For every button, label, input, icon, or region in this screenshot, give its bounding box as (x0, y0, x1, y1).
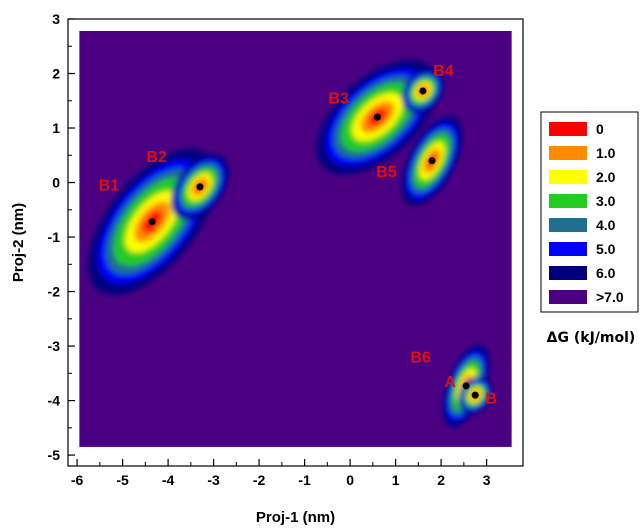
y-tick-label: 3 (52, 11, 60, 27)
x-tick-label: -3 (207, 472, 220, 488)
x-tick-label: -6 (71, 472, 84, 488)
annotation-layer: B1 B2 B3 B4 B5 B6 A B (99, 63, 497, 407)
minimum-marker-6 (471, 391, 479, 399)
basin-label: B6 (410, 349, 431, 366)
axis-frame (67, 18, 524, 467)
legend-label: 2.0 (596, 169, 616, 185)
y-axis-title: Proj-2 (nm) (10, 203, 27, 282)
basin-label: B4 (433, 63, 454, 80)
legend-label: 4.0 (596, 217, 616, 233)
basin-label: A (444, 374, 456, 391)
legend-title: ΔG (kJ/mol) (547, 330, 636, 346)
legend-label: 6.0 (596, 265, 616, 281)
legend-swatch (549, 146, 587, 160)
y-tick-label: -1 (48, 229, 61, 245)
y-tick-label: -3 (48, 338, 61, 354)
legend-label: >7.0 (596, 289, 624, 305)
legend-label: 0 (596, 121, 604, 137)
basin-label: B (485, 390, 497, 407)
minimum-marker-2 (373, 113, 381, 121)
x-tick-label: -5 (116, 472, 129, 488)
basin-label: B1 (99, 178, 120, 195)
y-tick-label: 2 (52, 66, 60, 82)
x-tick-label: 3 (483, 472, 491, 488)
x-tick-label: -1 (298, 472, 311, 488)
basin-label: B2 (146, 149, 167, 166)
plot-layer (79, 30, 512, 447)
legend-swatch (549, 242, 587, 256)
y-tick-label: -5 (48, 447, 61, 463)
legend-swatch (549, 122, 587, 136)
x-tick-label: 1 (392, 472, 400, 488)
minimum-marker-1 (196, 183, 204, 191)
minimum-marker-4 (419, 87, 427, 95)
y-tick-label: 1 (52, 120, 60, 136)
legend-swatch (549, 266, 587, 280)
basin-label: B5 (376, 164, 397, 181)
legend-box (540, 111, 639, 313)
axes-layer: -6 -5 -4 -3 -2 -1 0 1 2 3 3 2 1 0 -1 -2 -3 -4 -5 Proj-1 (nm… (10, 11, 524, 526)
legend-swatch (549, 290, 587, 304)
minimum-marker-3 (428, 157, 436, 165)
minimum-marker-5 (462, 382, 470, 390)
x-tick-label: -4 (162, 472, 175, 488)
legend-swatch (549, 218, 587, 232)
basin-label: B3 (328, 90, 349, 107)
y-tick-label: 0 (52, 175, 60, 191)
legend-label: 5.0 (596, 241, 616, 257)
legend-label: 1.0 (596, 145, 616, 161)
y-tick-label: -4 (48, 393, 61, 409)
y-tick-label: -2 (48, 284, 61, 300)
x-tick-label: 2 (437, 472, 445, 488)
x-tick-label: 0 (346, 472, 354, 488)
legend-swatch (549, 194, 587, 208)
x-tick-label: -2 (253, 472, 266, 488)
x-axis-title: Proj-1 (nm) (256, 509, 335, 526)
legend: 0 1.0 2.0 3.0 4.0 5.0 6.0 >7.0 ΔG (kJ/mol) (540, 111, 639, 346)
legend-swatch (549, 170, 587, 184)
minimum-marker-0 (148, 218, 156, 226)
legend-label: 3.0 (596, 193, 616, 209)
